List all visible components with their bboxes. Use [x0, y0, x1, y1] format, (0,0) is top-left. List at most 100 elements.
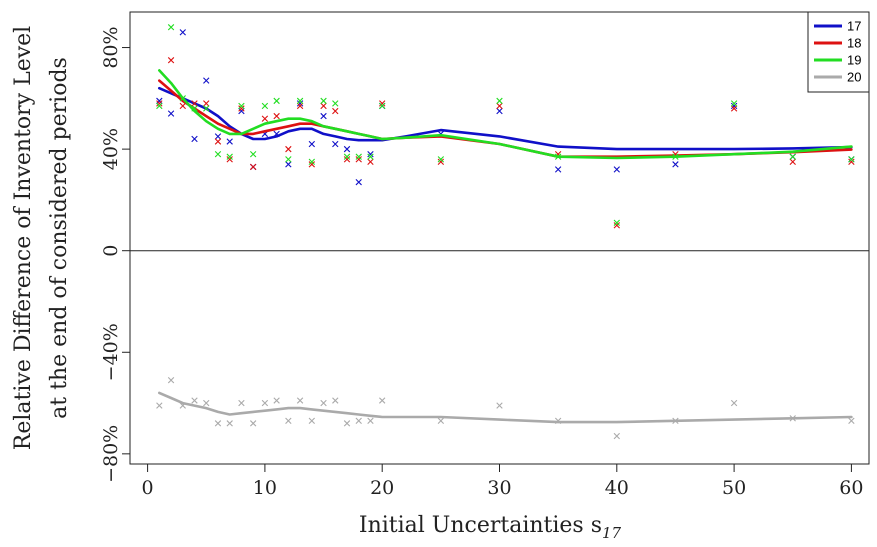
data-point [367, 158, 374, 166]
data-point [332, 397, 339, 404]
data-point [261, 399, 269, 407]
data-point [848, 158, 855, 166]
data-point [343, 153, 351, 160]
data-point [437, 156, 445, 163]
series-18 [156, 57, 855, 229]
data-point [296, 102, 304, 110]
data-point [179, 29, 186, 36]
data-point [343, 420, 351, 427]
data-point [496, 107, 503, 115]
smoothed-line [158, 391, 853, 424]
data-point [379, 102, 386, 110]
data-point [249, 420, 257, 427]
x-tick-label: 60 [839, 477, 863, 499]
data-point [226, 153, 233, 160]
series-19 [156, 24, 855, 226]
data-point [343, 156, 351, 163]
data-point [554, 166, 562, 173]
data-point [167, 110, 175, 117]
data-point [332, 107, 339, 115]
x-tick-label: 30 [487, 477, 511, 499]
data-point [437, 417, 445, 425]
data-point [238, 107, 245, 115]
data-point [730, 105, 738, 112]
data-point [285, 417, 292, 425]
data-point [613, 222, 620, 229]
y-tick-label: 80% [100, 26, 122, 68]
data-point [191, 397, 198, 404]
data-point [226, 156, 233, 163]
y-axis-title-line1: Relative Difference of Inventory Level [11, 26, 36, 450]
data-point [156, 97, 163, 105]
data-point [203, 399, 210, 407]
data-point [496, 97, 503, 105]
data-point [367, 417, 374, 425]
data-point [191, 135, 198, 143]
x-axis: 0 10 20 30 40 50 60 [142, 464, 863, 499]
legend: 17 18 19 20 [807, 11, 870, 93]
data-point [296, 397, 304, 404]
data-point [320, 102, 327, 110]
data-point [167, 57, 175, 64]
data-point [203, 77, 210, 84]
data-point [203, 105, 210, 112]
data-point [261, 115, 269, 122]
data-point [285, 161, 292, 168]
series-20 [156, 377, 855, 440]
x-tick-label: 50 [722, 477, 746, 499]
data-point [613, 432, 620, 440]
x-tick-label: 10 [253, 477, 277, 499]
smoothed-line [158, 69, 853, 160]
x-axis-title: Initial Uncertainties s17 [359, 513, 622, 542]
data-point [355, 417, 362, 425]
legend-label: 17 [847, 19, 861, 34]
data-point [273, 397, 280, 404]
x-tick-label: 40 [605, 477, 629, 499]
x-axis-title-subscript: 17 [602, 524, 622, 542]
data-point [332, 140, 339, 148]
data-point [789, 153, 796, 160]
data-point [308, 417, 316, 425]
data-point [367, 153, 374, 160]
legend-label: 18 [847, 36, 861, 51]
plot-frame [129, 11, 870, 465]
data-point [848, 156, 855, 163]
data-point [296, 97, 304, 105]
data-point [226, 138, 233, 145]
data-point [214, 151, 222, 158]
data-point [285, 156, 292, 163]
y-axis: 80% 40% 0 −40% −80% [100, 26, 130, 483]
data-point [261, 102, 269, 110]
data-point [156, 402, 163, 409]
data-point [367, 151, 374, 158]
data-point [320, 112, 327, 120]
data-point [320, 97, 327, 105]
data-point [285, 145, 292, 153]
data-point [238, 102, 245, 110]
data-point [226, 420, 233, 427]
y-axis-title-line2: at the end of considered periods [47, 57, 72, 419]
data-point [249, 151, 257, 158]
data-point [730, 102, 738, 110]
data-point [789, 158, 796, 166]
data-point [613, 166, 620, 173]
y-tick-label: 0 [100, 245, 122, 257]
data-point [238, 399, 245, 407]
data-point [214, 420, 222, 427]
data-point [308, 158, 316, 166]
smoothed-line [158, 86, 853, 151]
data-point [214, 138, 222, 145]
data-point [273, 97, 280, 105]
series-17 [156, 29, 855, 186]
data-point [203, 100, 210, 107]
data-point [355, 153, 362, 160]
data-point [214, 133, 222, 140]
data-point [355, 178, 362, 186]
data-marks [156, 24, 855, 440]
data-point [437, 158, 445, 166]
data-point [308, 161, 316, 168]
data-point [496, 402, 503, 409]
data-point [167, 377, 175, 384]
data-point [613, 219, 620, 226]
